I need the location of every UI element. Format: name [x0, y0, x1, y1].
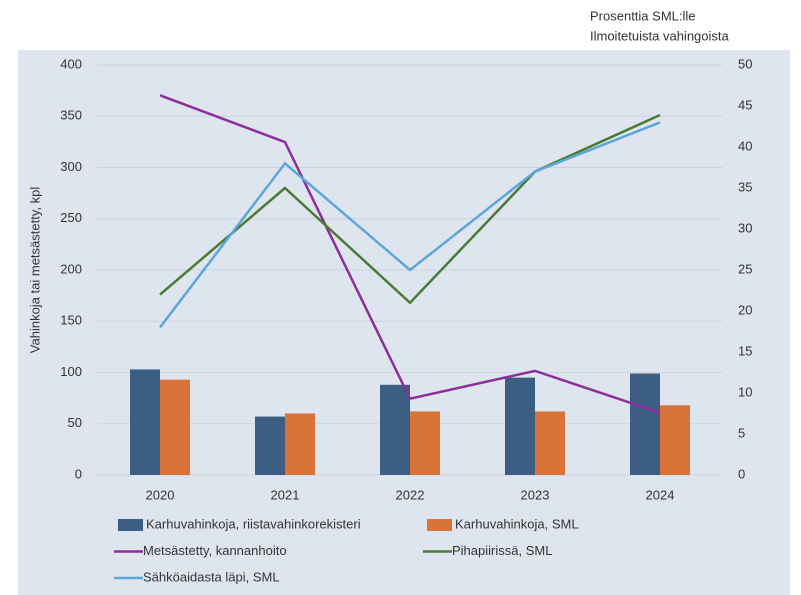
y2-axis-title: Prosenttia SML:lle — [590, 8, 696, 23]
y2-tick-label: 5 — [738, 425, 745, 440]
legend-swatch — [118, 519, 143, 531]
y-axis-title: Vahinkoja tai metsästetty, kpl — [27, 187, 42, 354]
y-tick-label: 150 — [60, 313, 82, 328]
legend-label: Metsästetty, kannanhoito — [143, 543, 287, 558]
y-tick-label: 300 — [60, 159, 82, 174]
line-series — [159, 94, 661, 414]
legend-label: Karhuvahinkoja, riistavahinkorekisteri — [146, 516, 361, 531]
line-series — [159, 121, 661, 329]
bar — [505, 377, 535, 475]
bar — [410, 411, 440, 475]
bar — [380, 384, 410, 475]
x-tick-label: 2021 — [271, 487, 300, 502]
y-tick-label: 400 — [60, 56, 82, 71]
y2-tick-label: 0 — [738, 466, 745, 481]
y-tick-label: 50 — [68, 415, 82, 430]
y2-tick-label: 25 — [738, 261, 752, 276]
chart-background — [18, 50, 790, 595]
y2-tick-label: 40 — [738, 138, 752, 153]
y-tick-label: 100 — [60, 364, 82, 379]
legend-swatch — [427, 519, 452, 531]
x-tick-label: 2024 — [646, 487, 675, 502]
bar — [130, 369, 160, 475]
y2-tick-label: 10 — [738, 384, 752, 399]
legend-label: Karhuvahinkoja, SML — [455, 516, 579, 531]
legend-label: Pihapiirissä, SML — [452, 543, 552, 558]
bar — [660, 405, 690, 475]
bar — [255, 416, 285, 475]
y-tick-label: 350 — [60, 108, 82, 123]
y-tick-label: 250 — [60, 210, 82, 225]
y-tick-label: 0 — [75, 466, 82, 481]
y2-axis-title: Ilmoitetuista vahingoista — [590, 28, 730, 43]
y2-tick-label: 15 — [738, 343, 752, 358]
y2-tick-label: 45 — [738, 97, 752, 112]
bar — [535, 411, 565, 475]
y2-tick-label: 20 — [738, 302, 752, 317]
legend-label: Sähköaidasta läpi, SML — [143, 569, 280, 584]
bar — [285, 413, 315, 475]
y2-tick-label: 35 — [738, 179, 752, 194]
bar — [630, 373, 660, 475]
y-tick-label: 200 — [60, 261, 82, 276]
y2-tick-label: 50 — [738, 56, 752, 71]
line-series — [159, 113, 661, 305]
x-tick-label: 2023 — [521, 487, 550, 502]
x-tick-label: 2020 — [146, 487, 175, 502]
x-tick-label: 2022 — [396, 487, 425, 502]
bar — [160, 379, 190, 475]
y2-tick-label: 30 — [738, 220, 752, 235]
